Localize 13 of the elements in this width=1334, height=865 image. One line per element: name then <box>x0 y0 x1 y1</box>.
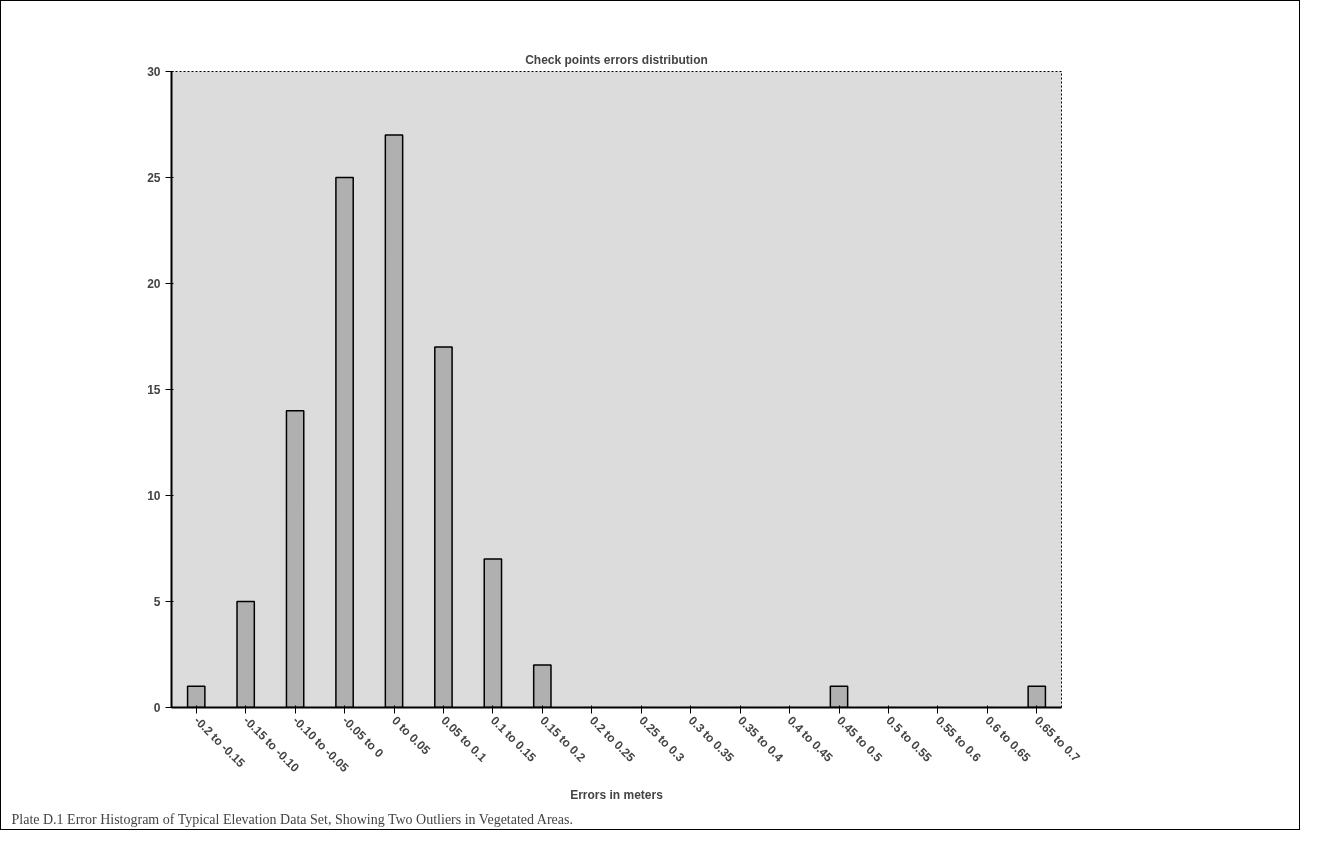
y-tick-label: 0 <box>153 701 161 715</box>
x-tick-label: 0.35 to 0.4 <box>735 713 787 765</box>
y-tick-label: 10 <box>147 489 161 503</box>
y-tick-label: 15 <box>147 383 161 397</box>
x-axis-title: Errors in meters <box>570 787 664 802</box>
y-tick-label: 5 <box>153 595 161 609</box>
text: Plate D.1 Error Histogram of Typical Elevation Data Set, Showing Two Outliers in Vegetated Areas. <box>11 811 573 827</box>
y-tick-label: 25 <box>147 171 161 185</box>
x-tick-label: 0 to 0.05 <box>389 713 434 758</box>
y-tick-label: 30 <box>147 65 161 79</box>
y-tick-label: 20 <box>147 277 161 291</box>
x-tick-label: 0.45 to 0.5 <box>834 713 886 765</box>
chart-title: Check points errors distribution <box>525 52 708 67</box>
